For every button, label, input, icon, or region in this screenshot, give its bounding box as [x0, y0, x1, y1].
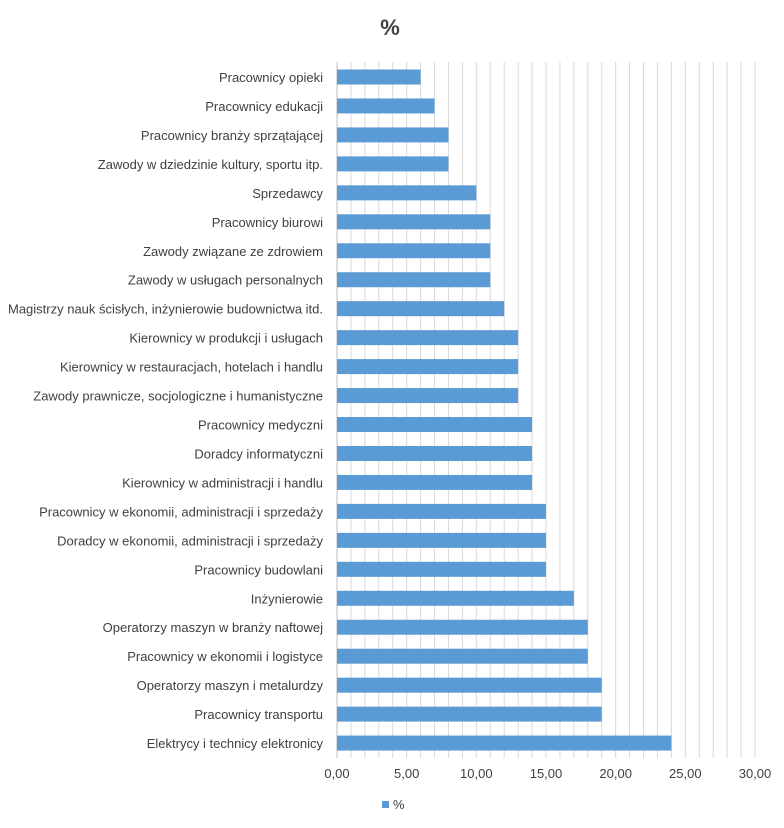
x-axis-tick-labels: 0,00 5,00 10,00 15,00 20,00 25,00 30,00	[324, 766, 771, 781]
category-label: Doradcy w ekonomii, administracji i sprz…	[57, 533, 323, 548]
category-label: Kierownicy w produkcji i usługach	[129, 331, 323, 346]
bar	[337, 532, 546, 548]
x-tick-label: 10,00	[460, 766, 493, 781]
bar	[337, 214, 491, 230]
category-label: Operatorzy maszyn w branży naftowej	[103, 620, 323, 635]
bar	[337, 706, 602, 722]
bar	[337, 619, 588, 635]
category-label: Pracownicy budowlani	[194, 562, 323, 577]
gridlines	[336, 62, 756, 759]
bar	[337, 445, 533, 461]
chart-title: %	[380, 15, 400, 40]
x-tick-label: 15,00	[530, 766, 563, 781]
category-label: Zawody związane ze zdrowiem	[143, 244, 323, 259]
bar	[337, 330, 519, 346]
x-tick-label: 30,00	[739, 766, 772, 781]
category-label: Sprzedawcy	[252, 186, 323, 201]
x-tick-label: 20,00	[599, 766, 632, 781]
bar	[337, 648, 588, 664]
category-label: Operatorzy maszyn i metalurdzy	[137, 678, 324, 693]
bar	[337, 127, 449, 143]
x-tick-label: 25,00	[669, 766, 702, 781]
category-labels: Pracownicy opieki Pracownicy edukacji Prac…	[8, 70, 324, 751]
bar	[337, 735, 672, 751]
category-label: Inżynierowie	[251, 591, 323, 606]
category-label: Elektrycy i technicy elektronicy	[147, 736, 324, 751]
bar	[337, 359, 519, 375]
category-label: Pracownicy biurowi	[212, 215, 323, 230]
category-label: Magistrzy nauk ścisłych, inżynierowie bu…	[8, 302, 323, 317]
bars	[337, 69, 672, 751]
bar	[337, 156, 449, 172]
bar	[337, 98, 435, 114]
legend-label: %	[393, 797, 405, 812]
x-tick-label: 0,00	[324, 766, 349, 781]
legend-swatch	[382, 801, 389, 808]
bar	[337, 677, 602, 693]
category-label: Zawody w usługach personalnych	[128, 273, 323, 288]
legend: %	[382, 797, 405, 812]
bar	[337, 388, 519, 404]
bar	[337, 561, 546, 577]
category-label: Pracownicy w ekonomii i logistyce	[127, 649, 323, 664]
x-tick-label: 5,00	[394, 766, 419, 781]
category-label: Kierownicy w restauracjach, hotelach i h…	[60, 360, 323, 375]
bar	[337, 474, 533, 490]
category-label: Pracownicy edukacji	[205, 99, 323, 114]
category-label: Zawody prawnicze, socjologiczne i humani…	[33, 389, 323, 404]
bar	[337, 417, 533, 433]
bar	[337, 272, 491, 288]
category-label: Kierownicy w administracji i handlu	[122, 475, 323, 490]
bar	[337, 243, 491, 259]
bar	[337, 69, 421, 85]
bar	[337, 503, 546, 519]
category-label: Zawody w dziedzinie kultury, sportu itp.	[98, 157, 323, 172]
bar	[337, 185, 477, 201]
category-label: Pracownicy branży sprzątającej	[141, 128, 323, 143]
bar	[337, 301, 505, 317]
bar	[337, 590, 574, 606]
category-label: Pracownicy opieki	[219, 70, 323, 85]
category-label: Pracownicy medyczni	[198, 418, 323, 433]
category-label: Doradcy informatyczni	[194, 446, 323, 461]
category-label: Pracownicy transportu	[194, 707, 323, 722]
category-label: Pracownicy w ekonomii, administracji i s…	[39, 504, 323, 519]
